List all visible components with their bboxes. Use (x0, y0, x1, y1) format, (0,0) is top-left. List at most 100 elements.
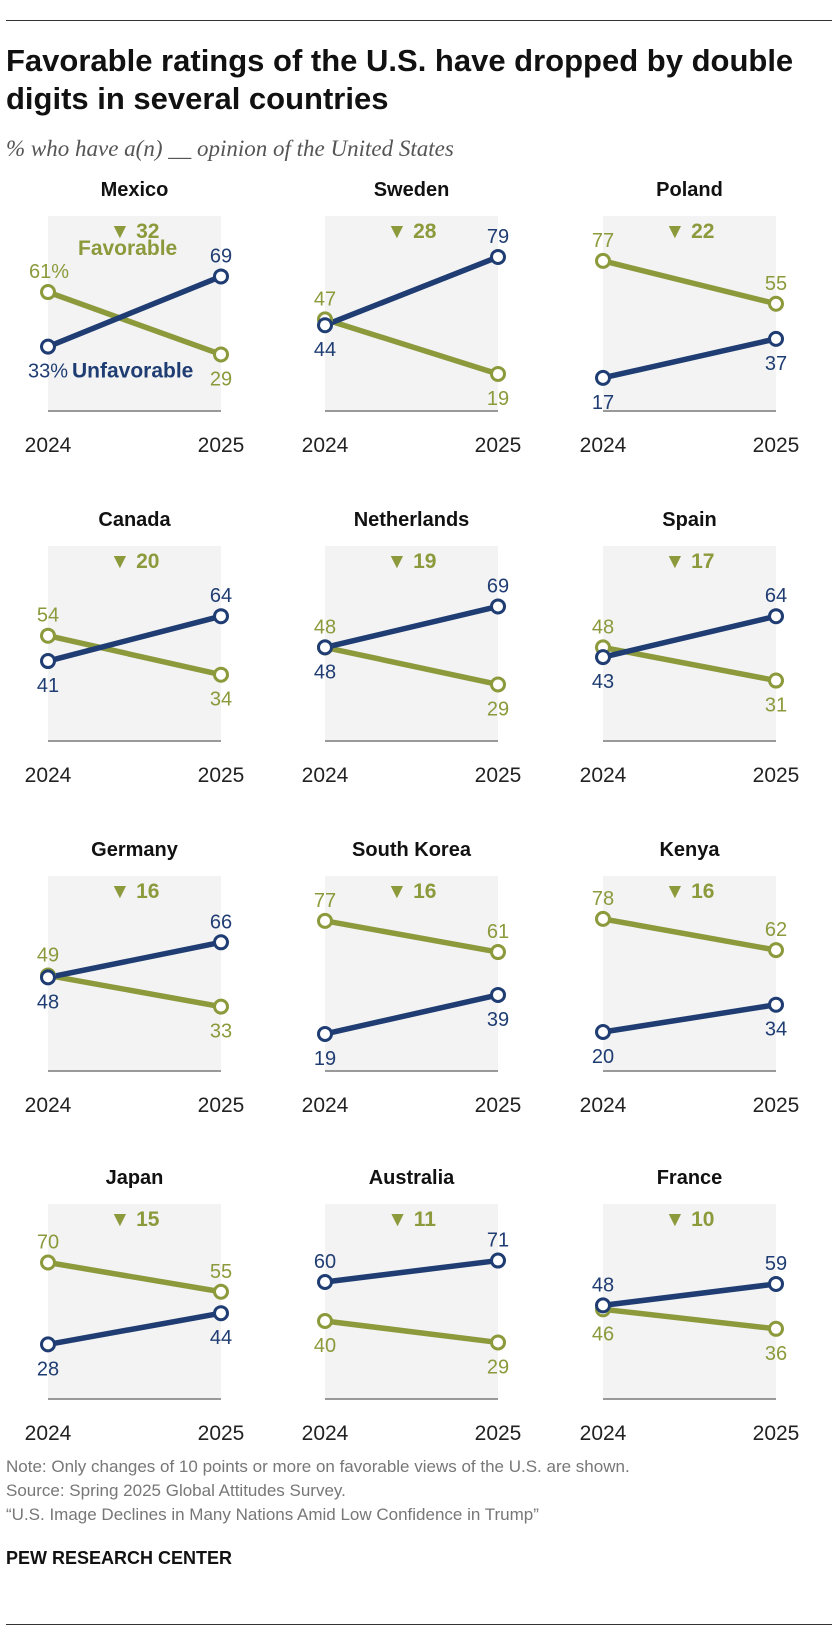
change-label: ▼ 16 (665, 880, 715, 903)
favorable-value-label: 29 (487, 698, 509, 720)
unfavorable-value-label: 33% (28, 361, 68, 383)
favorable-point (768, 942, 784, 959)
x-tick-label-2024: 2024 (302, 764, 349, 787)
favorable-line (602, 258, 777, 307)
x-tick-label-2025: 2025 (475, 764, 522, 787)
unfavorable-point (768, 330, 784, 347)
plot-background (603, 546, 776, 741)
legend-unfavorable: Unfavorable (72, 360, 193, 383)
favorable-point (490, 365, 506, 382)
panel-title: Australia (369, 1167, 455, 1189)
favorable-point (317, 912, 333, 929)
x-tick-label-2025: 2025 (198, 764, 245, 787)
favorable-value-label: 29 (210, 368, 232, 390)
change-label: ▼ 11 (387, 1208, 436, 1231)
unfavorable-value-label: 60 (314, 1251, 336, 1273)
panel-title: Sweden (374, 179, 450, 201)
unfavorable-point (490, 248, 506, 265)
plot-background (325, 876, 498, 1071)
change-label: ▼ 16 (110, 880, 160, 903)
unfavorable-line (602, 336, 777, 381)
favorable-value-label: 36 (765, 1343, 787, 1365)
favorable-line (47, 289, 222, 358)
favorable-value-label: 55 (765, 273, 787, 295)
unfavorable-value-label: 79 (487, 226, 509, 248)
favorable-value-label: 46 (592, 1323, 614, 1345)
unfavorable-value-label: 39 (487, 1009, 509, 1031)
org-name: PEW RESEARCH CENTER (6, 1548, 233, 1568)
unfavorable-line (324, 1257, 499, 1285)
change-label: ▼ 17 (665, 550, 715, 573)
favorable-value-label: 54 (37, 605, 59, 627)
x-tick-label-2024: 2024 (580, 434, 627, 457)
favorable-line (47, 1259, 222, 1295)
favorable-value-label: 29 (487, 1356, 509, 1378)
unfavorable-line (47, 939, 222, 981)
report-title: “U.S. Image Declines in Many Nations Ami… (6, 1505, 539, 1524)
x-tick-label-2025: 2025 (475, 434, 522, 457)
x-tick-label-2025: 2025 (198, 1422, 245, 1445)
panel-title: Mexico (101, 179, 169, 201)
unfavorable-line (324, 992, 499, 1037)
panel-title: Canada (98, 509, 171, 531)
x-tick-label-2025: 2025 (475, 1094, 522, 1117)
unfavorable-point (768, 608, 784, 625)
unfavorable-value-label: 48 (314, 661, 336, 683)
unfavorable-value-label: 41 (37, 675, 59, 697)
favorable-point (40, 1254, 56, 1271)
unfavorable-value-label: 48 (37, 991, 59, 1013)
unfavorable-line (47, 613, 222, 664)
unfavorable-point (317, 1025, 333, 1042)
panel-title: Japan (106, 1167, 164, 1189)
source-text: Source: Spring 2025 Global Attitudes Sur… (6, 1481, 346, 1500)
chart-subtitle: % who have a(n) __ opinion of the United… (6, 136, 454, 161)
panel-title: Spain (662, 509, 716, 531)
favorable-value-label: 19 (487, 388, 509, 410)
x-tick-label-2025: 2025 (198, 1094, 245, 1117)
change-label: ▼ 16 (387, 880, 437, 903)
unfavorable-line (602, 1001, 777, 1035)
x-tick-label-2024: 2024 (25, 764, 72, 787)
x-tick-label-2024: 2024 (302, 1422, 349, 1445)
favorable-point (490, 676, 506, 693)
unfavorable-value-label: 20 (592, 1046, 614, 1068)
favorable-value-label: 78 (592, 888, 614, 910)
unfavorable-point (317, 639, 333, 656)
favorable-point (595, 252, 611, 269)
favorable-value-label: 70 (37, 1232, 59, 1254)
unfavorable-line (602, 1281, 777, 1309)
unfavorable-point (40, 653, 56, 670)
bottom-rule (6, 1624, 832, 1625)
unfavorable-point (595, 1024, 611, 1040)
unfavorable-value-label: 64 (765, 585, 787, 607)
unfavorable-point (317, 1274, 333, 1290)
x-tick-label-2025: 2025 (753, 1422, 800, 1445)
chart-title: Favorable ratings of the U.S. have dropp… (6, 43, 794, 116)
unfavorable-value-label: 48 (592, 1274, 614, 1296)
x-tick-label-2025: 2025 (475, 1422, 522, 1445)
panel-title: Kenya (659, 839, 720, 861)
unfavorable-value-label: 19 (314, 1048, 336, 1070)
unfavorable-point (490, 598, 506, 615)
plot-background (603, 216, 776, 411)
favorable-line (47, 972, 222, 1010)
favorable-value-label: 33 (210, 1021, 232, 1043)
favorable-point (213, 666, 229, 683)
note-text: Note: Only changes of 10 points or more … (6, 1457, 630, 1476)
unfavorable-value-label: 37 (765, 353, 787, 375)
unfavorable-value-label: 69 (210, 245, 232, 267)
change-label: ▼ 15 (110, 1208, 160, 1231)
favorable-point (768, 1320, 784, 1337)
unfavorable-value-label: 71 (487, 1230, 509, 1252)
unfavorable-line (602, 613, 777, 660)
unfavorable-point (213, 608, 229, 625)
favorable-point (213, 1283, 229, 1300)
unfavorable-point (213, 934, 229, 951)
x-tick-label-2025: 2025 (753, 764, 800, 787)
legend-favorable: Favorable (78, 237, 177, 260)
x-tick-label-2024: 2024 (25, 1422, 72, 1445)
favorable-point (40, 627, 56, 644)
change-label: ▼ 10 (665, 1208, 715, 1231)
unfavorable-point (768, 1275, 784, 1292)
favorable-point (490, 1334, 506, 1351)
